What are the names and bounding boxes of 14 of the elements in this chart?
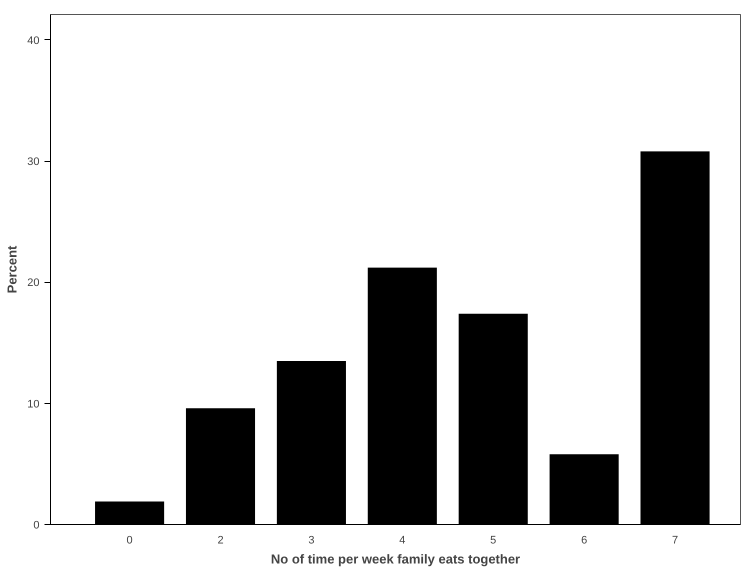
x-tick-label: 6 xyxy=(581,534,588,546)
y-tick-label: 10 xyxy=(27,398,40,410)
x-tick-label: 2 xyxy=(217,534,224,546)
y-tick-label: 40 xyxy=(27,34,40,47)
x-tick-label: 0 xyxy=(126,534,133,546)
y-tick-label: 30 xyxy=(27,156,40,168)
y-axis-title: Percent xyxy=(4,244,20,294)
x-axis-title: No of time per week family eats together xyxy=(270,552,520,566)
y-tick-label: 0 xyxy=(33,520,40,532)
x-tick-label: 4 xyxy=(399,534,406,546)
y-tick-label: 20 xyxy=(27,277,40,290)
x-tick-label: 5 xyxy=(490,534,496,546)
x-tick-label: 7 xyxy=(672,534,678,546)
x-tick-label: 3 xyxy=(308,534,314,546)
